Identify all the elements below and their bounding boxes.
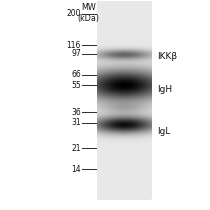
Text: 14: 14 bbox=[71, 165, 81, 173]
Text: 21: 21 bbox=[71, 144, 81, 152]
Text: 66: 66 bbox=[71, 70, 81, 79]
Text: 97: 97 bbox=[71, 49, 81, 58]
Text: 31: 31 bbox=[71, 118, 81, 127]
Text: 200: 200 bbox=[66, 9, 81, 18]
Text: 55: 55 bbox=[71, 81, 81, 89]
Text: IgH: IgH bbox=[158, 85, 173, 94]
Text: IgL: IgL bbox=[158, 127, 171, 136]
Text: 116: 116 bbox=[67, 41, 81, 50]
Text: 36: 36 bbox=[71, 108, 81, 117]
FancyBboxPatch shape bbox=[97, 2, 151, 199]
Text: IKKβ: IKKβ bbox=[158, 52, 178, 61]
Text: MW
(kDa): MW (kDa) bbox=[77, 3, 99, 22]
